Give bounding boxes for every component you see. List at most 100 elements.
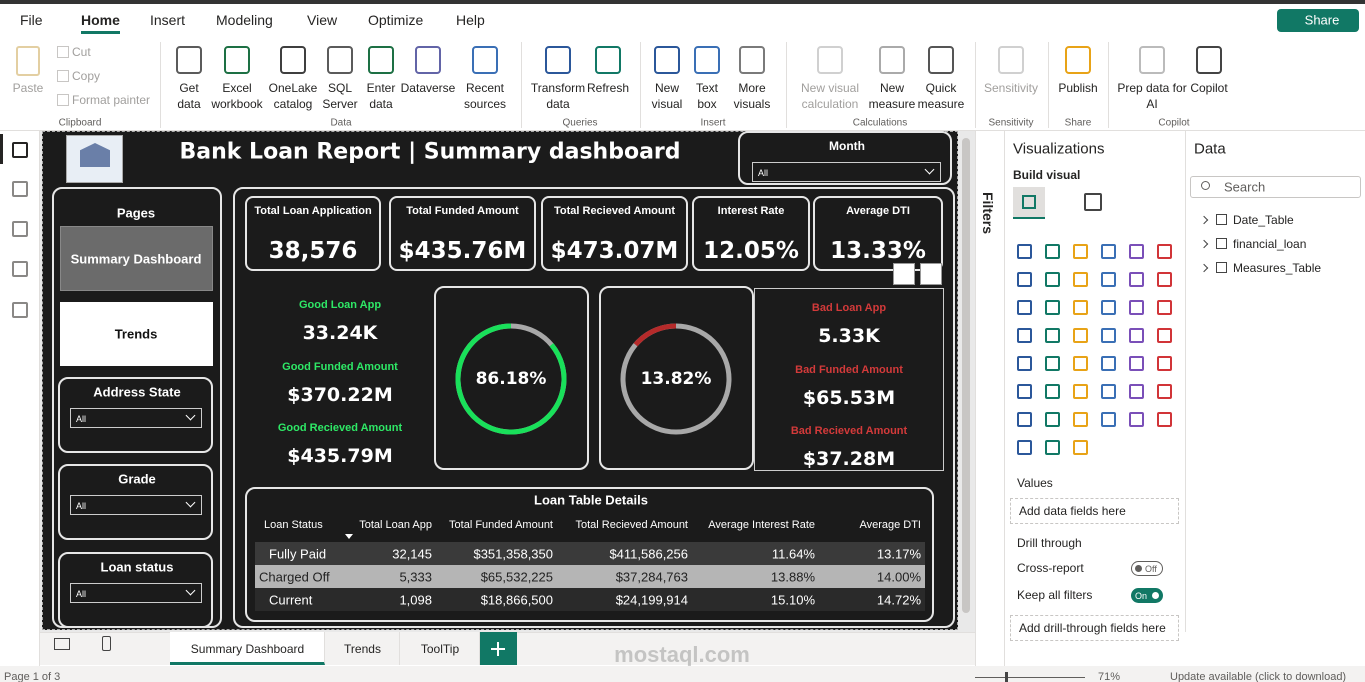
dropdown-value[interactable]: All <box>758 168 769 178</box>
viz-icon[interactable] <box>1073 300 1088 315</box>
page-tab-label[interactable]: Trends <box>344 642 381 656</box>
page-tab-label[interactable]: ToolTip <box>420 642 460 656</box>
page-tab[interactable] <box>325 632 400 665</box>
ribbon-button[interactable]: Publish <box>1058 81 1098 95</box>
update-notice[interactable]: Update available (click to download) <box>1170 671 1347 682</box>
ribbon-button[interactable]: Format painter <box>72 93 151 107</box>
table-header[interactable]: Average DTI <box>859 519 921 531</box>
toggle[interactable] <box>1131 588 1163 603</box>
viz-icon[interactable] <box>1045 440 1060 455</box>
viz-icon[interactable] <box>1073 244 1088 259</box>
search-placeholder[interactable]: Search <box>1224 179 1266 195</box>
viz-icon[interactable] <box>1129 300 1144 315</box>
dropdown-value[interactable]: All <box>76 501 87 511</box>
viz-icon[interactable] <box>1101 412 1116 427</box>
table-header[interactable]: Total Loan App <box>359 519 432 531</box>
viz-icon[interactable] <box>1157 328 1172 343</box>
dropdown[interactable] <box>752 162 941 182</box>
rail-icon[interactable] <box>12 261 28 277</box>
viz-icon[interactable] <box>1101 272 1116 287</box>
viz-icon[interactable] <box>1017 328 1032 343</box>
page-button[interactable] <box>60 226 213 291</box>
viz-icon[interactable] <box>1157 412 1172 427</box>
ribbon-button[interactable]: Enter data <box>366 81 396 111</box>
ribbon-button[interactable]: Quick measure <box>917 81 965 111</box>
data-table[interactable]: financial_loan <box>1233 237 1307 251</box>
viz-icon[interactable] <box>1045 244 1060 259</box>
viz-icon[interactable] <box>1017 244 1032 259</box>
viz-icon[interactable] <box>1129 384 1144 399</box>
ribbon-button[interactable]: Dataverse <box>400 81 456 95</box>
viz-icon[interactable] <box>1045 328 1060 343</box>
ribbon-button[interactable]: More visuals <box>733 81 771 111</box>
ribbon-button[interactable]: Prep data for AI <box>1117 81 1187 111</box>
search-box[interactable] <box>1190 176 1361 198</box>
viz-icon[interactable] <box>1157 244 1172 259</box>
viz-icon[interactable] <box>1157 272 1172 287</box>
page-tab-label[interactable]: Summary Dashboard <box>190 642 305 656</box>
page-tab[interactable] <box>170 632 325 665</box>
ribbon-button[interactable]: Copilot <box>1190 81 1228 95</box>
viz-icon[interactable] <box>1073 412 1088 427</box>
ribbon-button[interactable]: Copy <box>72 69 101 83</box>
ribbon-button[interactable]: New visual <box>651 81 683 111</box>
filters-label[interactable]: Filters <box>980 191 996 235</box>
viz-icon[interactable] <box>1157 384 1172 399</box>
dropdown[interactable] <box>70 495 202 515</box>
ribbon-button[interactable]: New measure <box>868 81 916 111</box>
table-header[interactable]: Loan Status <box>264 519 323 531</box>
ribbon-button[interactable]: Sensitivity <box>983 81 1039 95</box>
ribbon-button[interactable]: SQL Server <box>322 81 358 111</box>
viz-icon[interactable] <box>1101 244 1116 259</box>
viz-icon[interactable] <box>1129 272 1144 287</box>
rail-icon[interactable] <box>12 142 28 158</box>
ribbon-button[interactable]: Recent sources <box>463 81 507 111</box>
ribbon-button[interactable]: New visual calculation <box>800 81 860 111</box>
menu-item[interactable]: File <box>20 12 43 28</box>
page-button-label[interactable]: Trends <box>114 326 158 342</box>
data-table[interactable]: Measures_Table <box>1233 261 1322 275</box>
viz-icon[interactable] <box>1017 300 1032 315</box>
viz-icon[interactable] <box>1017 356 1032 371</box>
page-tab[interactable] <box>400 632 480 665</box>
viz-icon[interactable] <box>1017 412 1032 427</box>
page-button[interactable] <box>60 302 213 366</box>
viz-icon[interactable] <box>1101 328 1116 343</box>
viz-icon[interactable] <box>1073 356 1088 371</box>
viz-icon[interactable] <box>1101 356 1116 371</box>
viz-icon[interactable] <box>1101 384 1116 399</box>
share-button[interactable] <box>1277 9 1359 32</box>
viz-icon[interactable] <box>1157 300 1172 315</box>
dropdown-value[interactable]: All <box>76 589 87 599</box>
ribbon-button[interactable]: Transform data <box>530 81 586 111</box>
toggle[interactable] <box>1131 561 1163 576</box>
ribbon-button[interactable]: OneLake catalog <box>268 81 318 111</box>
viz-icon[interactable] <box>1073 440 1088 455</box>
viz-icon[interactable] <box>1045 412 1060 427</box>
ribbon-button[interactable]: Get data <box>177 81 201 111</box>
viz-icon[interactable] <box>1045 356 1060 371</box>
menu-item[interactable]: View <box>307 12 338 28</box>
table-header[interactable]: Total Recieved Amount <box>575 519 688 531</box>
viz-icon[interactable] <box>1045 384 1060 399</box>
viz-icon[interactable] <box>1017 272 1032 287</box>
viz-icon[interactable] <box>1045 300 1060 315</box>
menu-item[interactable]: Modeling <box>216 12 273 28</box>
viz-icon[interactable] <box>1073 384 1088 399</box>
ribbon-button[interactable]: Excel workbook <box>211 81 263 111</box>
viz-icon[interactable] <box>1045 272 1060 287</box>
table-header[interactable]: Average Interest Rate <box>708 519 815 531</box>
ribbon-button[interactable]: Text box <box>695 81 718 111</box>
viz-icon[interactable] <box>1157 356 1172 371</box>
ribbon-button[interactable]: Cut <box>72 45 91 59</box>
viz-icon[interactable] <box>1101 300 1116 315</box>
dropdown-value[interactable]: All <box>76 414 87 424</box>
rail-icon[interactable] <box>12 302 28 318</box>
viz-icon[interactable] <box>1129 244 1144 259</box>
rail-icon[interactable] <box>12 221 28 237</box>
viz-icon[interactable] <box>1017 440 1032 455</box>
dropdown[interactable] <box>70 408 202 428</box>
viz-icon[interactable] <box>1073 272 1088 287</box>
data-table[interactable]: Date_Table <box>1233 213 1294 227</box>
viz-icon[interactable] <box>1129 356 1144 371</box>
